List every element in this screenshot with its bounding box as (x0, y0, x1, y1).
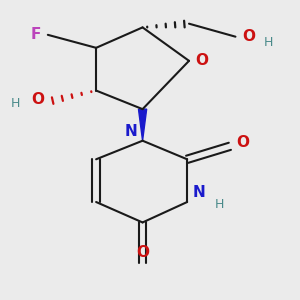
Text: H: H (215, 199, 224, 212)
Text: O: O (237, 135, 250, 150)
Text: H: H (11, 97, 20, 110)
Text: F: F (31, 27, 41, 42)
Polygon shape (139, 109, 147, 141)
Text: O: O (31, 92, 44, 107)
Text: N: N (124, 124, 137, 139)
Text: O: O (136, 245, 149, 260)
Text: H: H (263, 36, 273, 49)
Text: O: O (242, 29, 255, 44)
Text: O: O (196, 53, 209, 68)
Text: N: N (193, 185, 206, 200)
